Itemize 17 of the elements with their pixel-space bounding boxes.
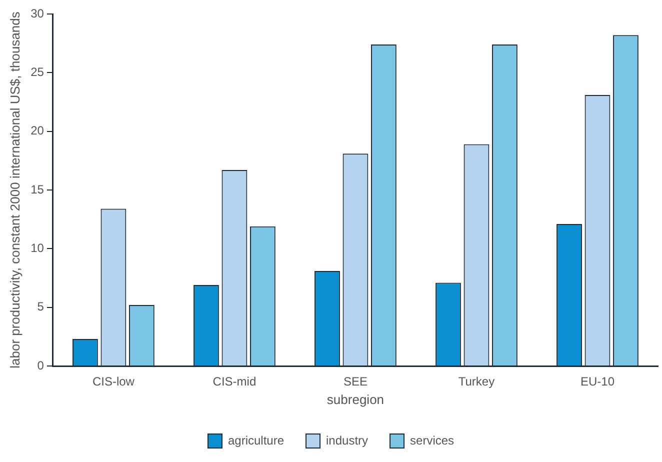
x-axis-title: subregion — [326, 392, 384, 407]
y-tick-label: 25 — [30, 64, 44, 79]
x-tick-label: CIS-low — [92, 374, 135, 389]
y-tick-label: 0 — [37, 358, 44, 372]
y-tick-label: 5 — [37, 300, 44, 314]
legend-label: agriculture — [228, 433, 284, 448]
legend-label: industry — [326, 433, 368, 448]
y-tick-label: 30 — [30, 6, 44, 20]
x-tick-label: EU-10 — [580, 374, 615, 389]
x-tick-label: SEE — [343, 374, 368, 389]
y-tick-label: 15 — [30, 182, 44, 196]
legend-label: services — [410, 433, 454, 448]
y-axis-title: labor productivity, constant 2000 international US$, thousands — [7, 11, 22, 368]
y-tick-label: 20 — [30, 124, 44, 138]
y-tick-label: 10 — [30, 240, 44, 255]
x-tick-label: CIS-mid — [212, 374, 256, 389]
x-tick-label: Turkey — [458, 374, 495, 389]
